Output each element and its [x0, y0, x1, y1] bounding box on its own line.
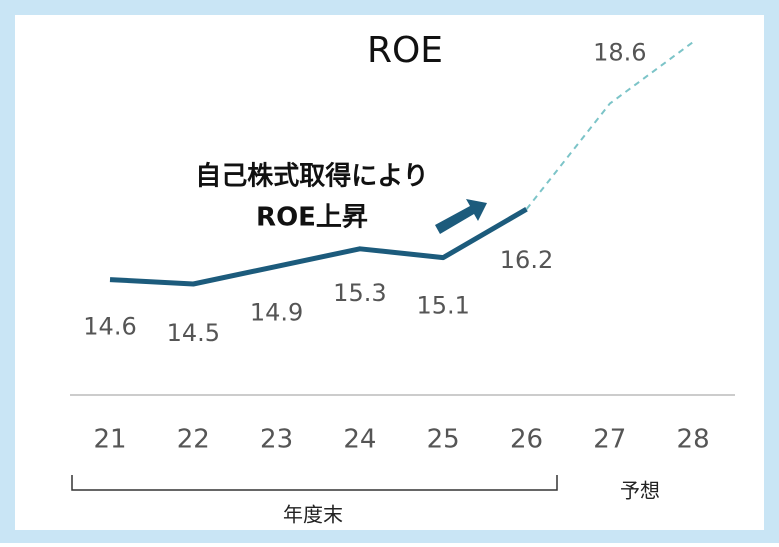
arrow — [435, 199, 487, 234]
data-label: 18.6 — [593, 39, 646, 67]
data-label: 14.5 — [167, 319, 220, 347]
group-label: 年度末 — [283, 503, 343, 527]
data-label: 16.2 — [500, 246, 553, 274]
chart-title: ROE — [367, 30, 443, 71]
x-tick-label: 28 — [677, 425, 710, 455]
x-tick-label: 25 — [427, 425, 460, 455]
bracket — [71, 475, 558, 491]
group-label: 予想 — [620, 479, 660, 503]
panel — [15, 15, 764, 530]
annotation: ROE上昇 — [256, 203, 368, 233]
data-label: 14.6 — [83, 313, 136, 341]
x-tick-label: 24 — [343, 425, 376, 455]
x-tick-label: 21 — [93, 425, 126, 455]
x-tick-label: 22 — [177, 425, 210, 455]
x-tick-label: 23 — [260, 425, 293, 455]
x-tick-label: 27 — [593, 425, 626, 455]
forecast-line — [525, 41, 694, 210]
annotation: 自己株式取得により — [195, 161, 428, 192]
actual-line — [109, 207, 528, 287]
data-label: 15.1 — [416, 292, 469, 320]
data-label: 14.9 — [250, 298, 303, 326]
data-label: 15.3 — [333, 279, 386, 307]
x-tick-label: 26 — [510, 425, 543, 455]
